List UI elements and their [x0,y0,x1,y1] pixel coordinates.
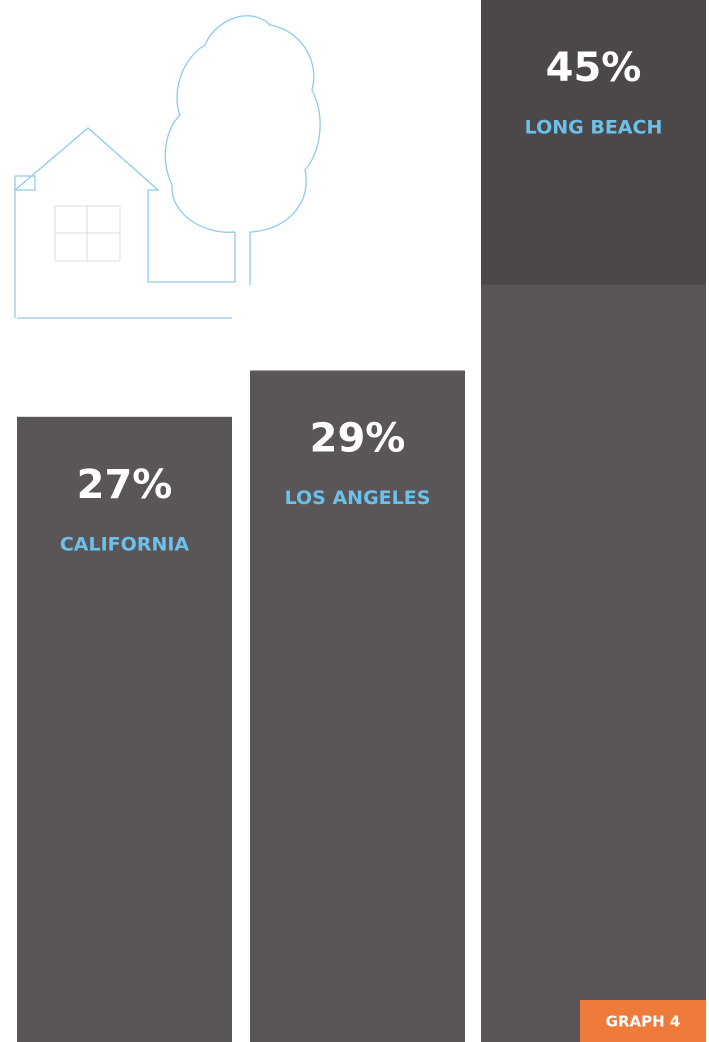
house-tree-illustration [14,15,321,319]
value-label: 45% [546,45,642,91]
bar [250,370,465,1042]
labels: 27% CALIFORNIA 29% LOS ANGELES 45% LONG BEACH [60,45,662,555]
category-label: CALIFORNIA [60,533,190,555]
bar [481,0,706,1042]
value-label: 29% [310,415,406,461]
value-label: 27% [77,462,173,508]
category-label: LOS ANGELES [285,487,431,509]
annotation: GRAPH 4 [606,1013,681,1031]
bar [17,416,232,1042]
category-label: LONG BEACH [525,117,663,139]
bar-shade [481,0,706,285]
annotation-group: GRAPH 4 [580,1000,706,1042]
annotation-box [580,1000,706,1042]
bars [17,0,706,1042]
